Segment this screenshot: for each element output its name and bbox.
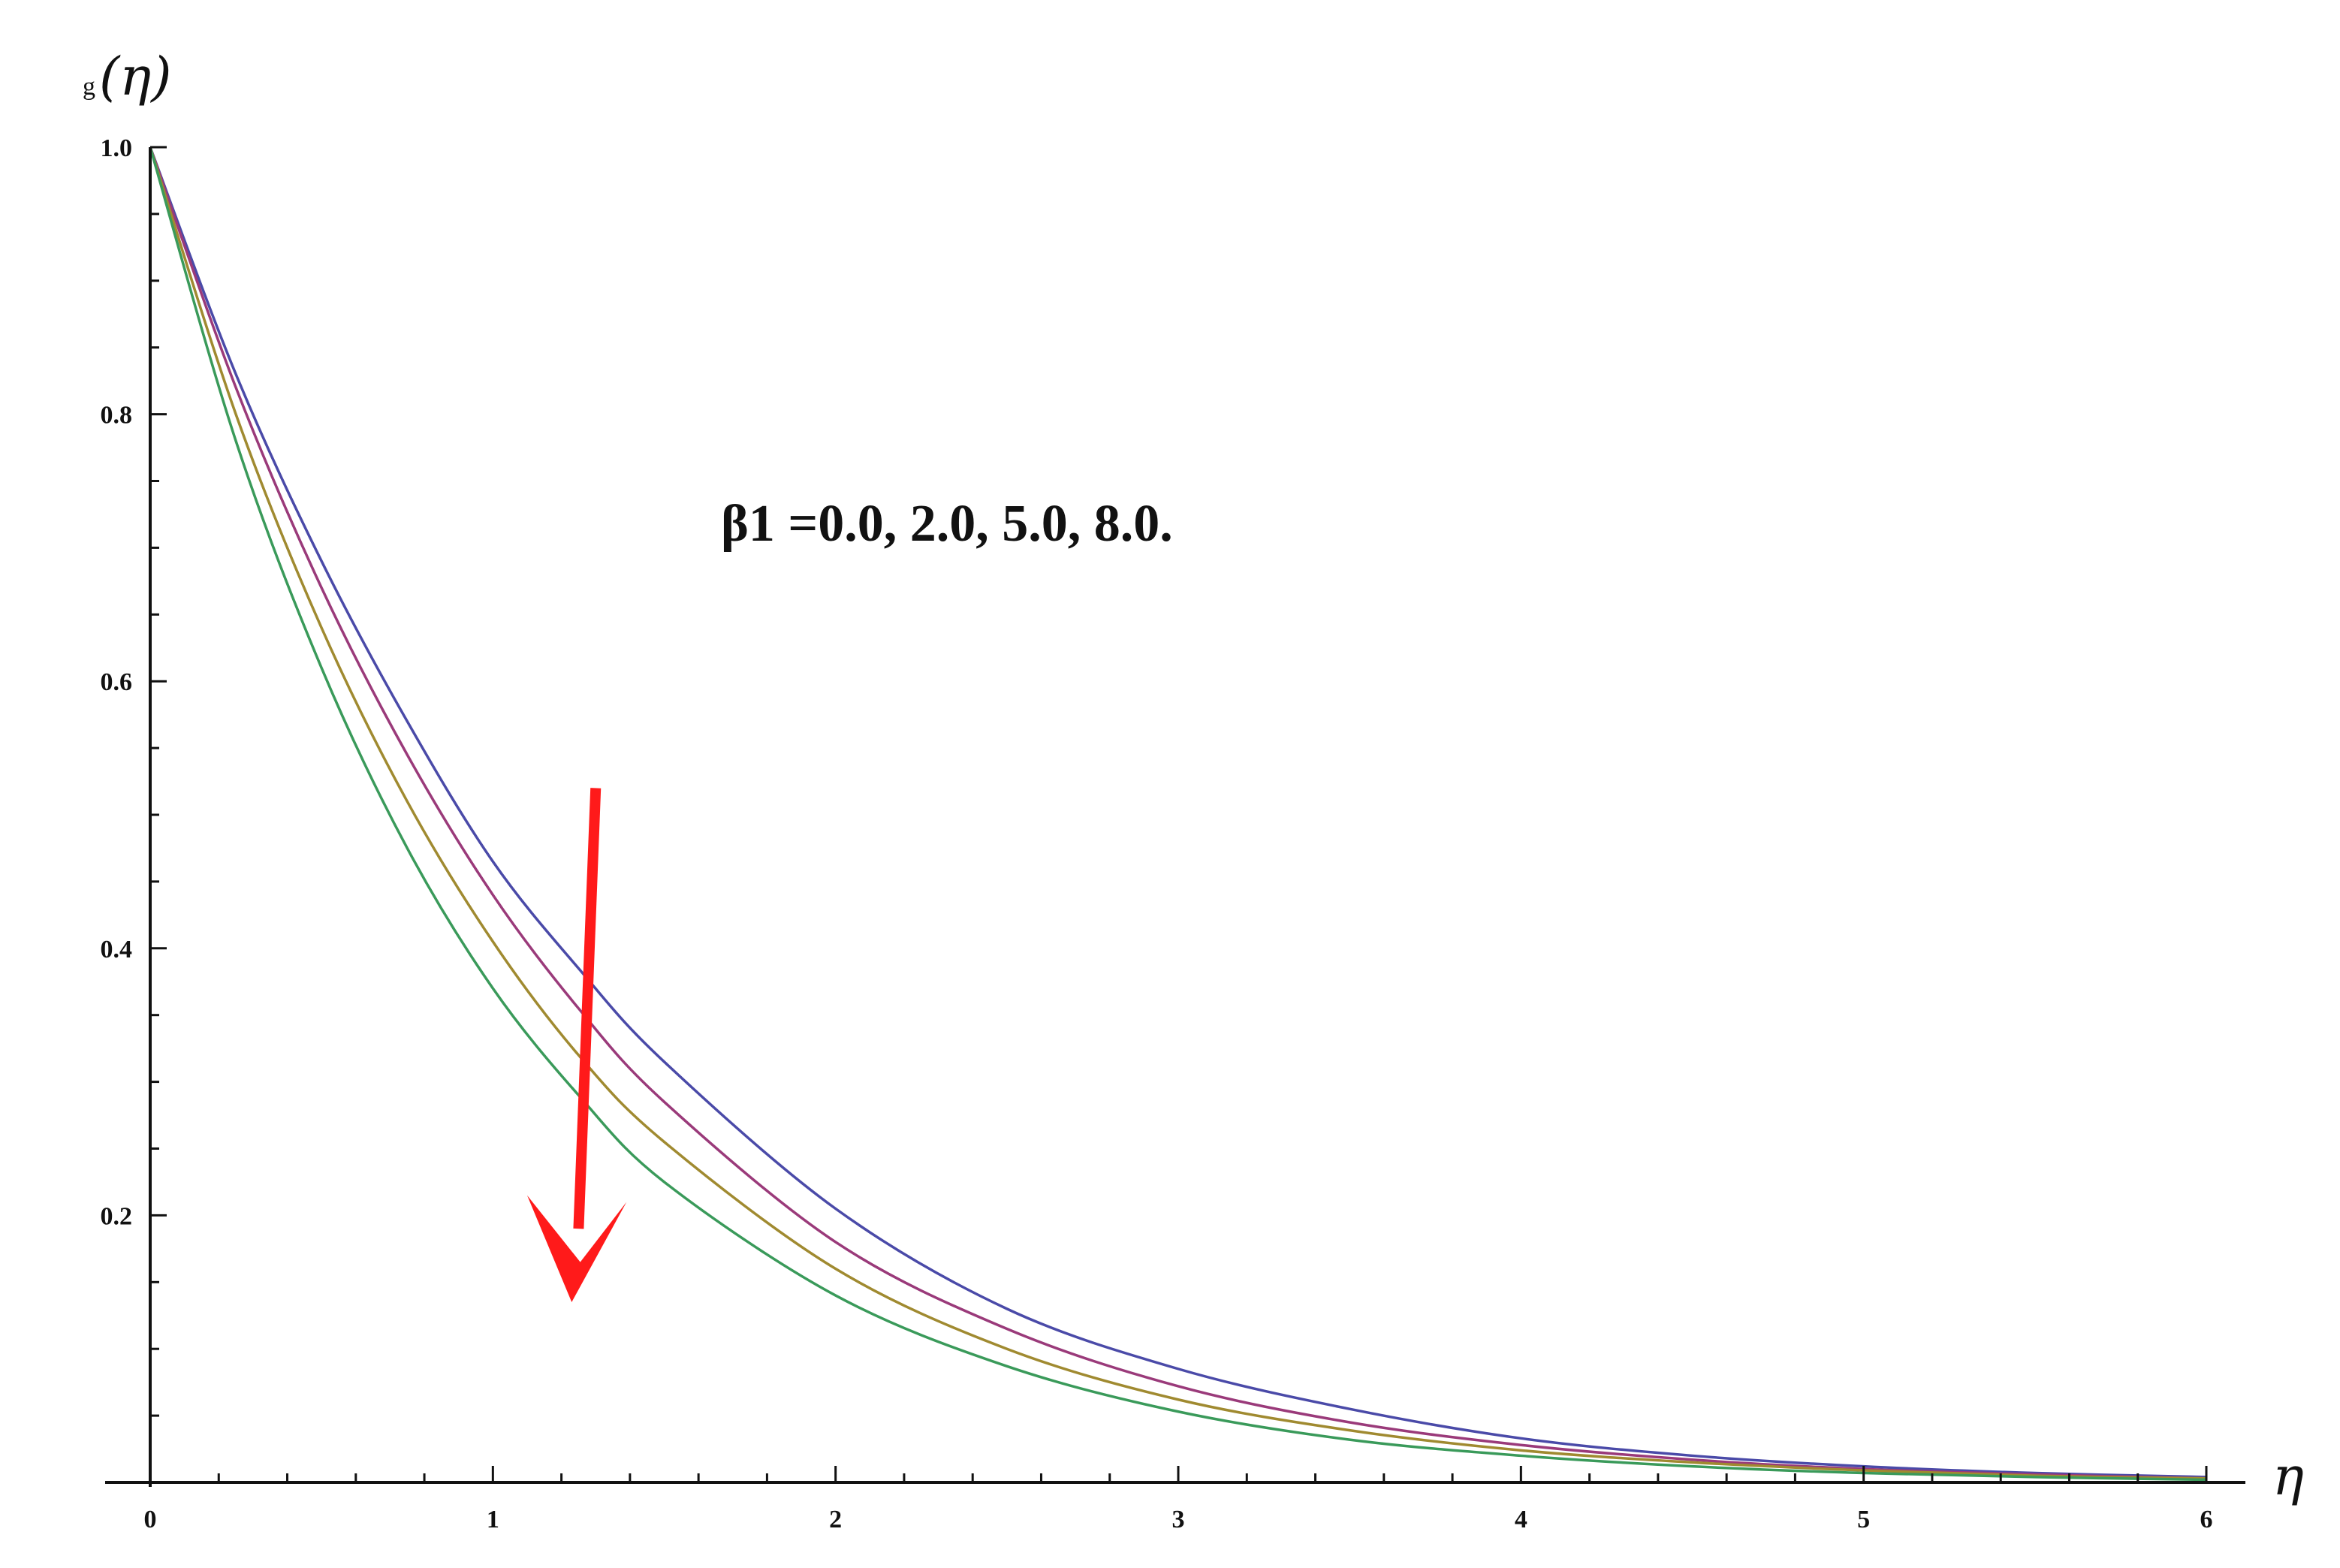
y-axis-label: (η) [99,46,172,107]
decrease-arrow [526,788,627,1302]
ticks: 0 1 2 3 4 5 6 0.2 0.4 0.6 0.8 1.0 [101,134,2213,1533]
series-line-3 [149,146,2207,1480]
y-tick-label: 0.6 [101,668,133,696]
y-tick-label: 0.4 [101,936,133,963]
y-tick-label: 0.8 [101,402,133,430]
plot-lines [149,146,2207,1482]
parameter-annotation: β1 =0.0, 2.0, 5.0, 8.0. [721,495,1173,553]
x-tick-label: 6 [2200,1506,2213,1533]
arrow-shaft [573,788,602,1229]
x-tick-label: 1 [487,1506,499,1533]
arrow-head [526,1195,627,1302]
series-line-2 [149,146,2207,1480]
y-axis-label-prefix: g [83,73,95,101]
x-axis-label: η [2272,1446,2304,1507]
series-line-1 [149,146,2207,1479]
y-tick-label: 1.0 [101,134,133,162]
axes [105,147,2245,1487]
x-tick-label: 0 [144,1506,157,1533]
y-tick-label: 0.2 [101,1202,133,1230]
x-tick-label: 2 [829,1506,842,1533]
x-tick-label: 4 [1515,1506,1527,1533]
x-tick-label: 3 [1172,1506,1185,1533]
series-line-4 [149,146,2207,1482]
x-tick-label: 5 [1857,1506,1870,1533]
